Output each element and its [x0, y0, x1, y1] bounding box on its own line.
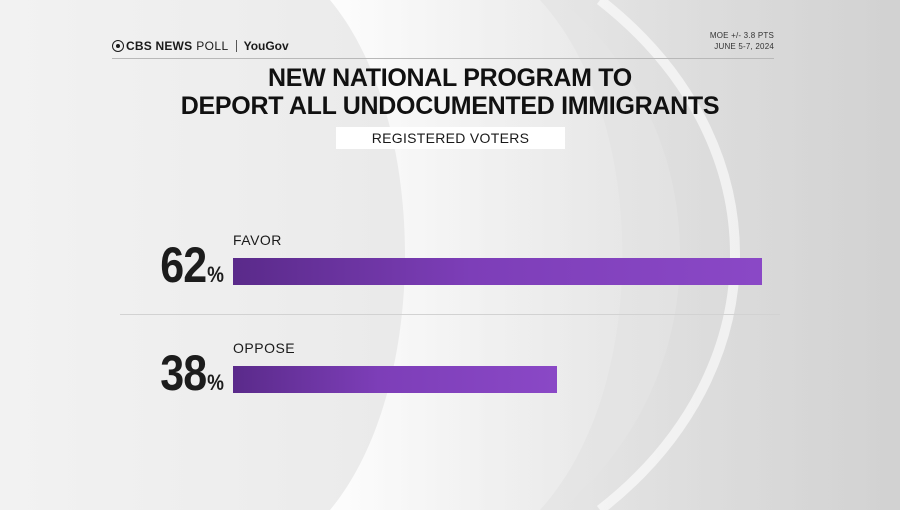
chart-title-line-1: NEW NATIONAL PROGRAM TO: [268, 64, 632, 92]
poll-dates: JUNE 5-7, 2024: [714, 42, 774, 51]
brand-divider: [235, 40, 237, 52]
partner-name: YouGov: [243, 39, 289, 53]
chart-title: NEW NATIONAL PROGRAM TO DEPORT ALL UNDOC…: [112, 64, 788, 120]
brand-lockup: CBS NEWS POLL YouGov: [112, 37, 289, 55]
value-label-favor: 62%: [128, 240, 224, 290]
bar-favor: [233, 258, 762, 285]
row-divider: [120, 314, 780, 315]
margin-of-error: MOE +/- 3.8 PTS: [709, 31, 774, 40]
brand-suffix: POLL: [196, 39, 229, 53]
chart-title-line-2: DEPORT ALL UNDOCUMENTED IMMIGRANTS: [180, 92, 720, 120]
chart-subtitle: REGISTERED VOTERS: [336, 127, 565, 149]
cbs-eye-logo-icon: [112, 40, 124, 52]
value-percent-sign-oppose: %: [207, 370, 224, 395]
poll-meta: MOE +/- 3.8 PTS JUNE 5-7, 2024: [710, 30, 774, 52]
brand-name: CBS NEWS: [126, 39, 193, 53]
bar-oppose: [233, 366, 557, 393]
value-number-favor: 62: [160, 237, 207, 293]
category-label-favor: FAVOR: [233, 232, 282, 248]
category-label-oppose: OPPOSE: [233, 340, 296, 356]
header-divider: [112, 58, 774, 59]
value-label-oppose: 38%: [128, 348, 224, 398]
value-percent-sign-favor: %: [207, 262, 224, 287]
value-number-oppose: 38: [160, 345, 207, 401]
